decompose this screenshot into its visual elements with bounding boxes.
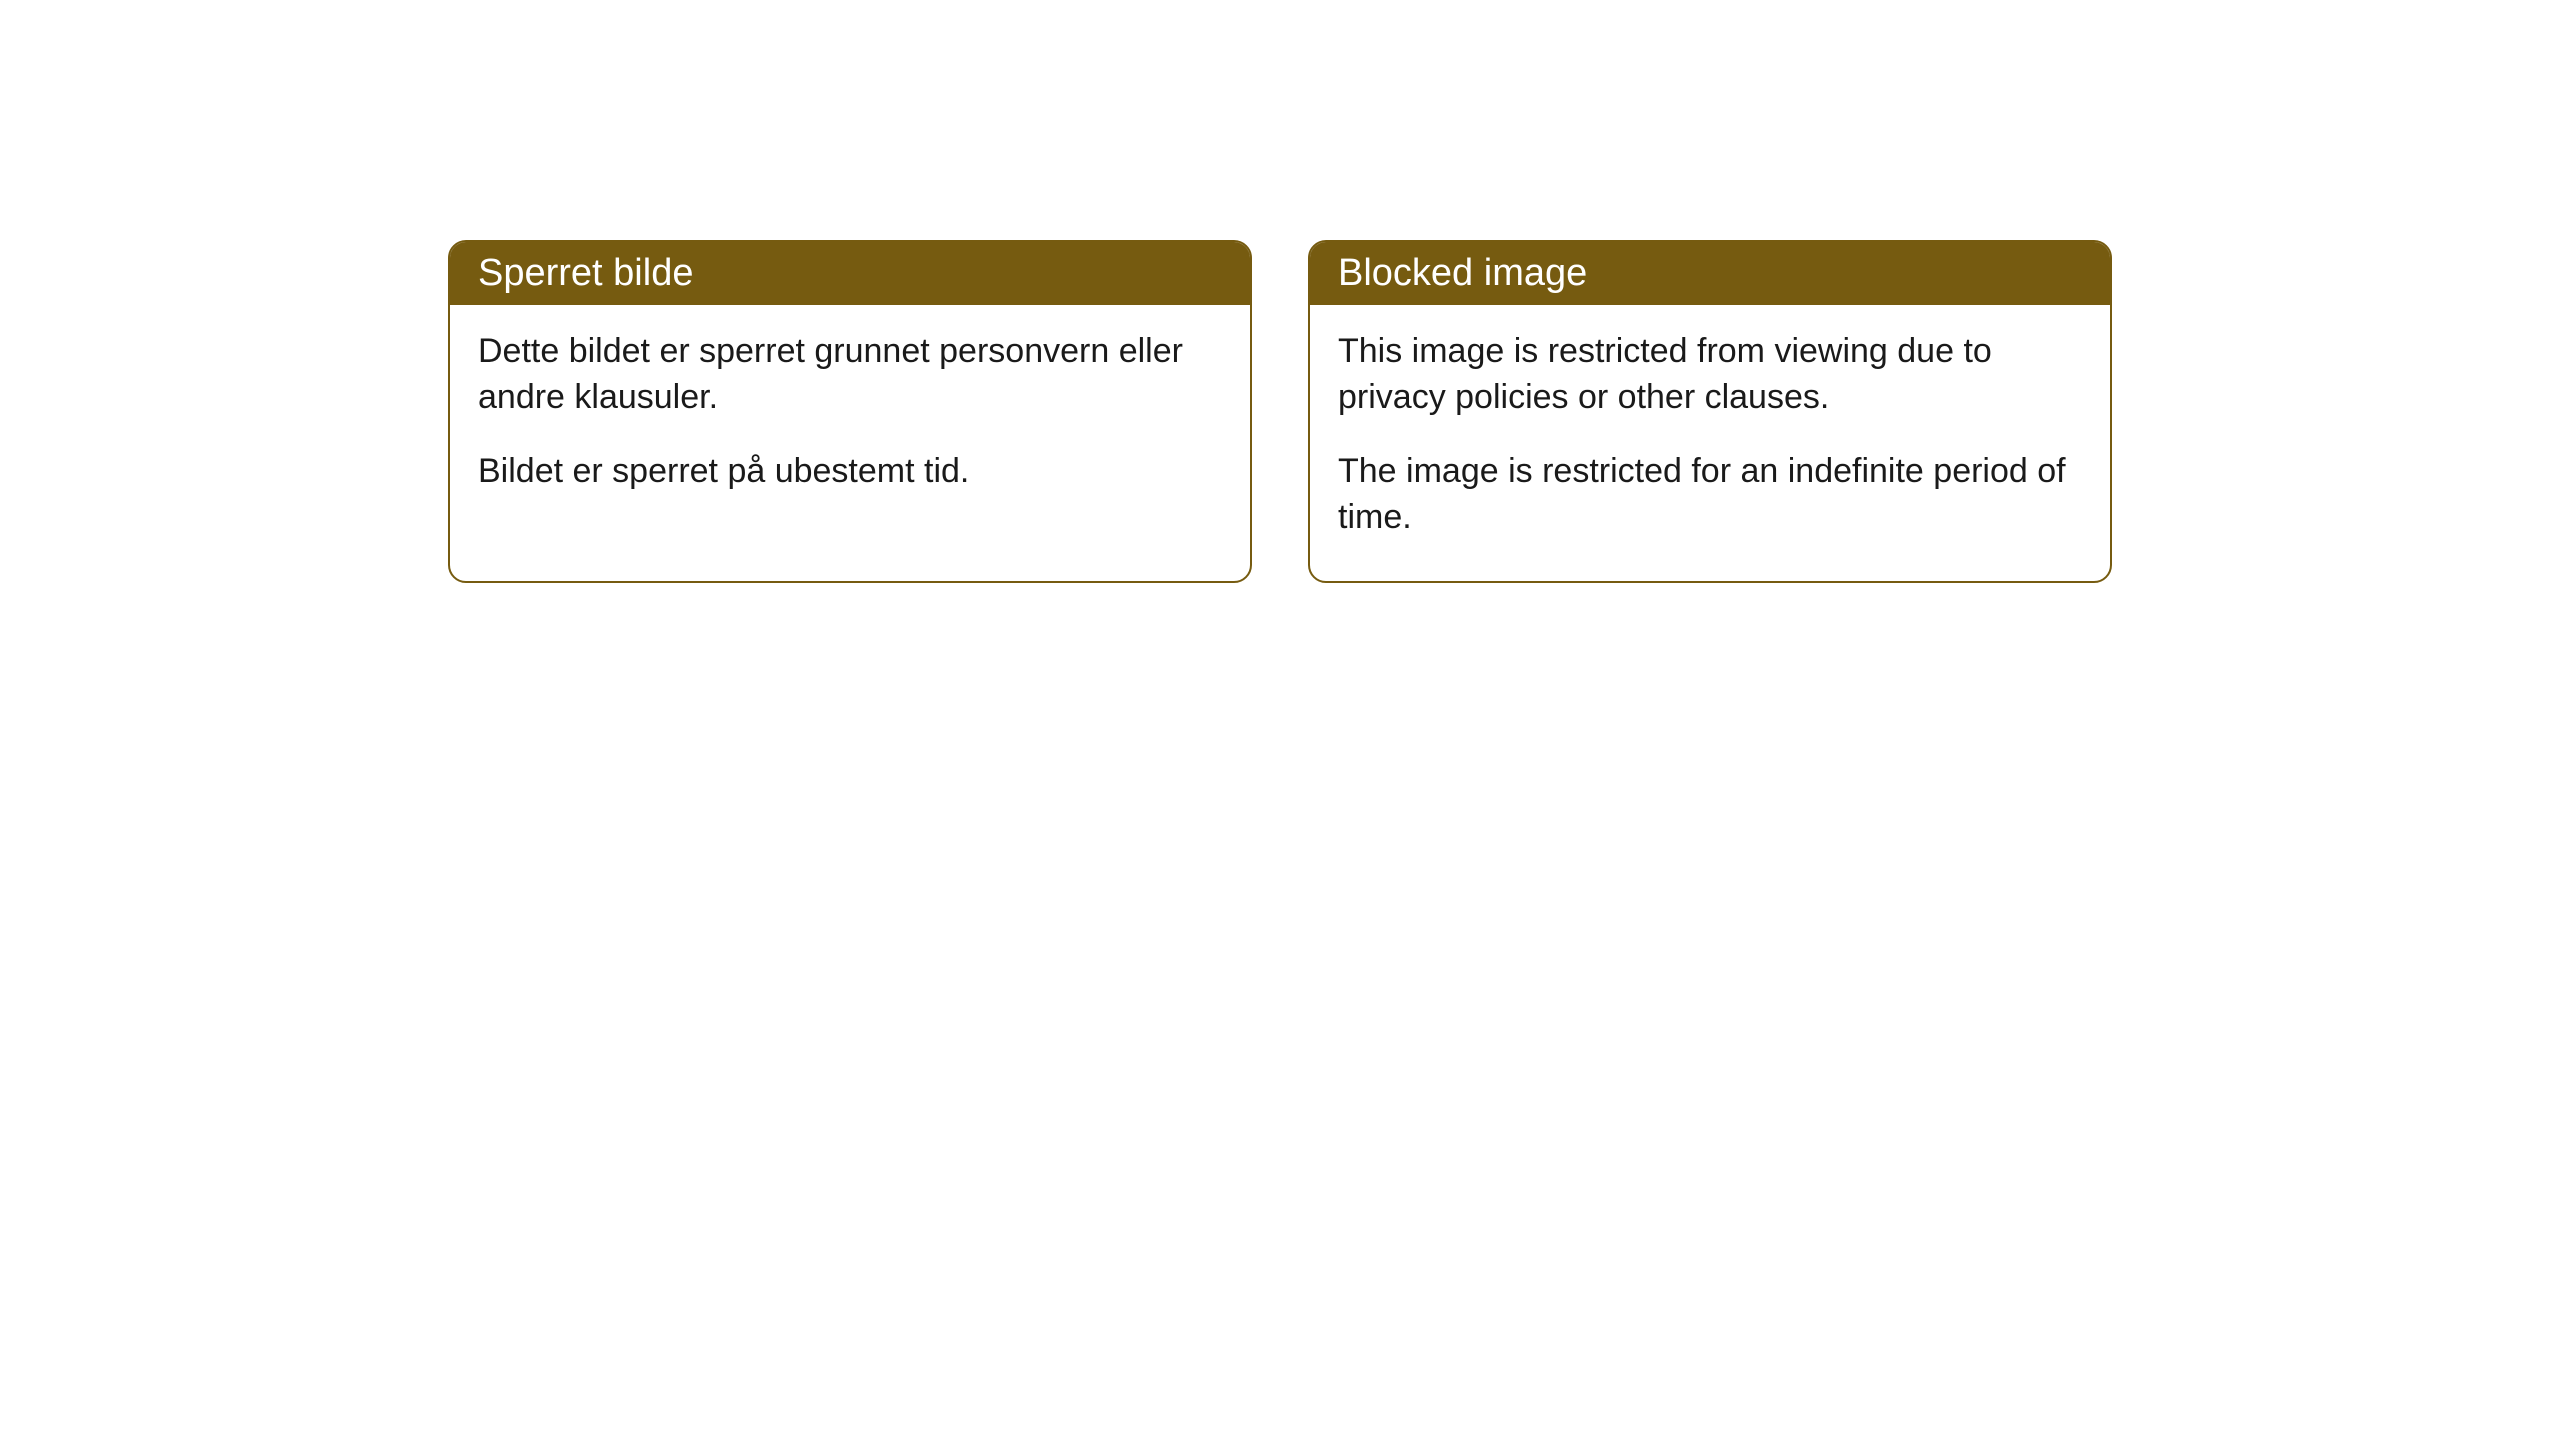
card-body: This image is restricted from viewing du… [1310, 305, 2110, 581]
card-paragraph: The image is restricted for an indefinit… [1338, 449, 2082, 541]
card-title: Blocked image [1338, 252, 1587, 294]
card-body: Dette bildet er sperret grunnet personve… [450, 305, 1250, 535]
card-paragraph: This image is restricted from viewing du… [1338, 329, 2082, 421]
card-header: Sperret bilde [450, 242, 1250, 305]
card-norwegian: Sperret bilde Dette bildet er sperret gr… [448, 240, 1252, 583]
card-header: Blocked image [1310, 242, 2110, 305]
card-title: Sperret bilde [478, 252, 693, 294]
cards-container: Sperret bilde Dette bildet er sperret gr… [448, 240, 2560, 583]
card-paragraph: Dette bildet er sperret grunnet personve… [478, 329, 1222, 421]
card-english: Blocked image This image is restricted f… [1308, 240, 2112, 583]
card-paragraph: Bildet er sperret på ubestemt tid. [478, 449, 1222, 495]
